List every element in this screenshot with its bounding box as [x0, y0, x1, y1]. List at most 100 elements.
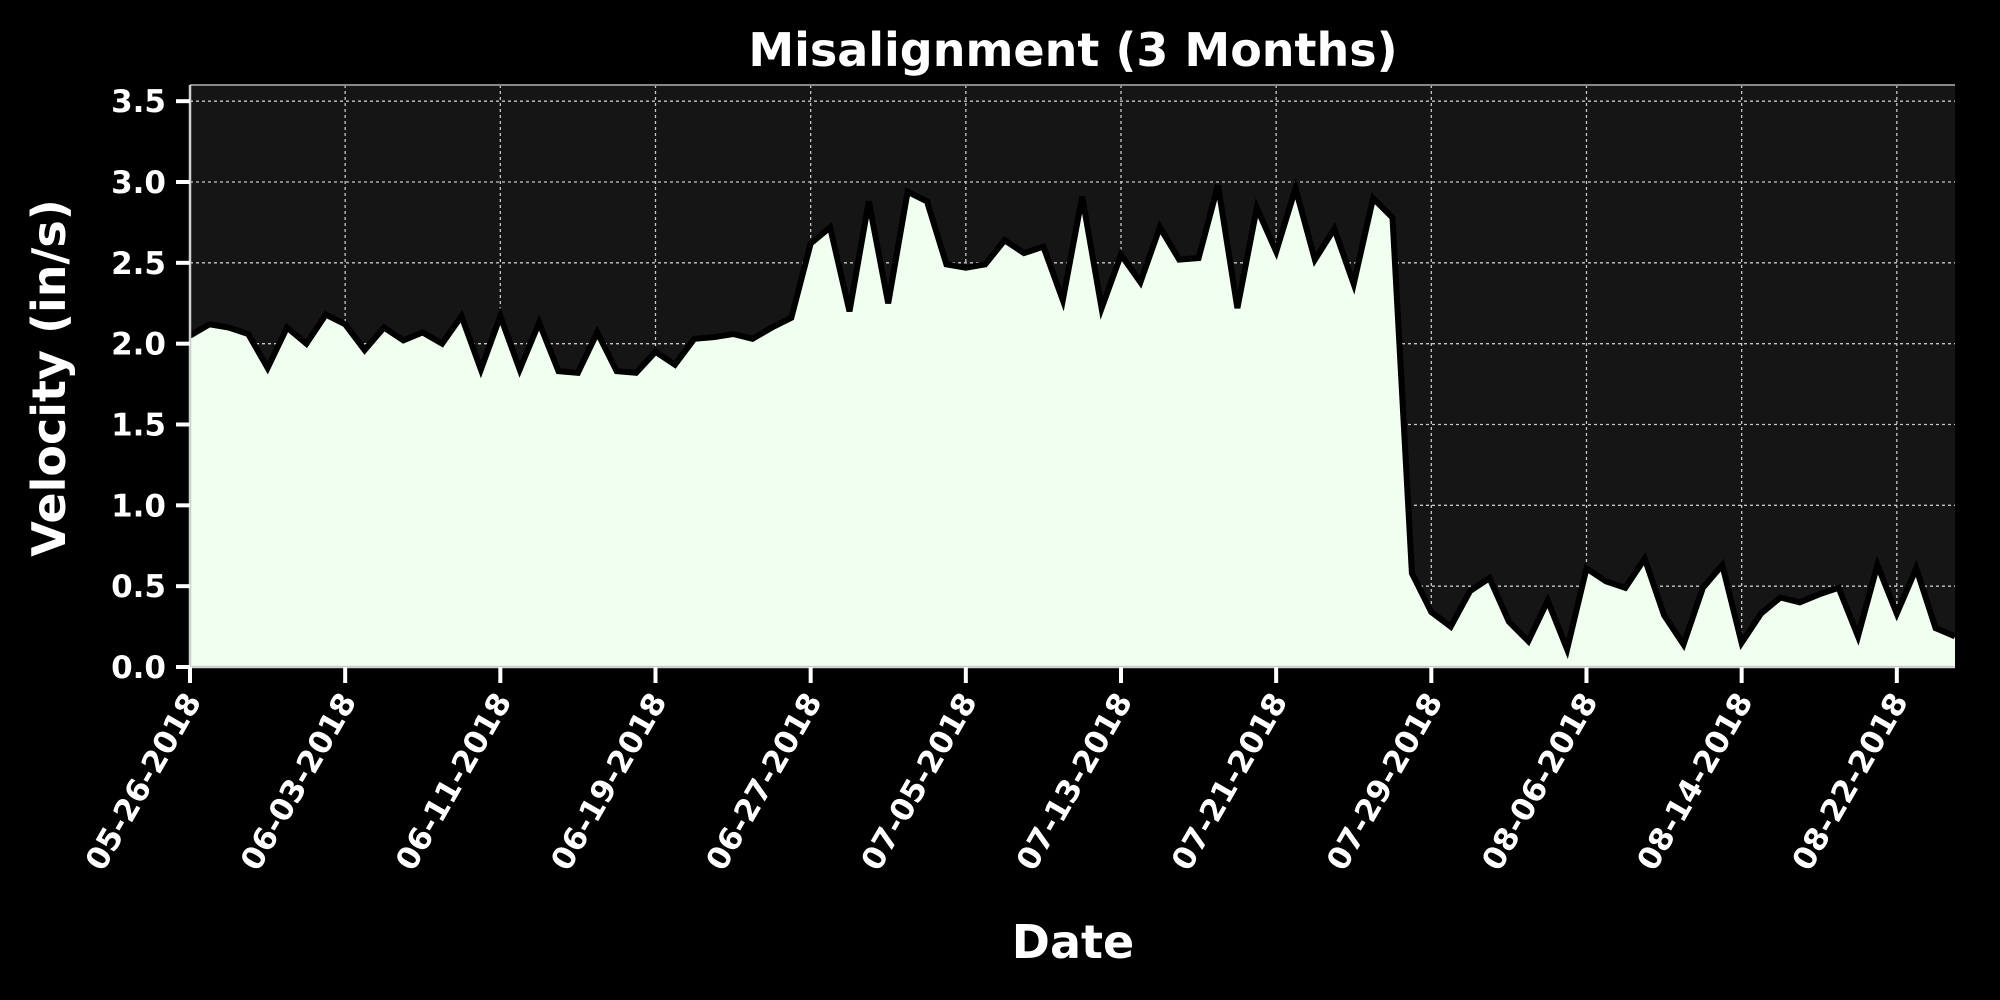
data-point — [1935, 627, 1937, 629]
data-point — [1256, 207, 1258, 209]
data-point — [1139, 281, 1141, 283]
data-point — [364, 349, 366, 351]
data-point — [984, 263, 986, 265]
data-point — [1818, 593, 1820, 595]
data-point — [965, 267, 967, 269]
y-tick-label: 2.5 — [111, 246, 166, 282]
y-tick-label: 0.5 — [111, 569, 166, 605]
data-point — [1217, 184, 1219, 186]
series-line — [188, 177, 1957, 660]
data-point — [577, 372, 579, 374]
data-point — [1392, 217, 1394, 219]
data-point — [1702, 587, 1704, 589]
data-point — [1682, 643, 1684, 645]
data-point — [1527, 640, 1529, 642]
data-point — [1799, 601, 1801, 603]
data-point — [1411, 572, 1413, 574]
y-tick-label: 3.5 — [111, 84, 166, 120]
data-point — [1062, 299, 1064, 301]
data-point — [751, 338, 753, 340]
data-point — [1663, 614, 1665, 616]
data-point — [945, 263, 947, 265]
y-tick-label: 1.5 — [111, 408, 166, 444]
data-point — [732, 333, 734, 335]
data-point — [1042, 246, 1044, 248]
data-point — [1508, 621, 1510, 623]
data-point — [1314, 259, 1316, 261]
data-point — [1547, 600, 1549, 602]
data-point — [499, 315, 501, 317]
data-point — [461, 315, 463, 317]
data-point — [519, 369, 521, 371]
data-point — [538, 322, 540, 324]
data-point — [228, 327, 230, 328]
data-point — [1896, 613, 1898, 615]
data-point — [1178, 259, 1180, 261]
data-point — [829, 226, 831, 228]
data-point — [441, 343, 443, 345]
data-point — [422, 331, 424, 333]
data-point — [402, 339, 404, 341]
data-point — [1741, 642, 1743, 644]
data-point — [1585, 567, 1587, 569]
data-point — [1779, 596, 1781, 598]
data-point — [1876, 564, 1878, 566]
data-point — [1159, 226, 1161, 228]
data-point — [558, 370, 560, 372]
data-point — [247, 333, 249, 335]
data-point — [1605, 580, 1607, 582]
data-point — [344, 323, 346, 325]
data-point — [771, 327, 773, 328]
data-point — [1295, 187, 1297, 189]
y-tick-label: 3.0 — [111, 165, 166, 201]
data-point — [810, 242, 812, 244]
data-point — [596, 331, 598, 333]
data-point — [616, 370, 618, 372]
x-axis-label: Date — [1012, 915, 1134, 969]
data-point — [286, 327, 288, 328]
data-point — [1430, 611, 1432, 613]
data-point — [1004, 239, 1006, 241]
data-point — [654, 351, 656, 353]
data-point — [383, 327, 385, 328]
data-point — [926, 200, 928, 202]
data-point — [790, 317, 792, 319]
data-point — [1838, 587, 1840, 589]
y-tick-label: 0.0 — [111, 650, 166, 686]
data-point — [1644, 558, 1646, 560]
data-point — [305, 343, 307, 345]
data-point — [1760, 613, 1762, 615]
data-point — [693, 338, 695, 340]
data-point — [674, 364, 676, 366]
y-tick-label: 2.0 — [111, 327, 166, 363]
data-point — [267, 367, 269, 369]
chart-title: Misalignment (3 Months) — [748, 23, 1397, 77]
data-point — [1275, 251, 1277, 253]
data-point — [1857, 635, 1859, 637]
y-tick-label: 1.0 — [111, 488, 166, 524]
data-point — [1450, 626, 1452, 628]
data-point — [1469, 590, 1471, 592]
data-point — [480, 369, 482, 371]
data-point — [325, 314, 327, 316]
data-point — [208, 323, 210, 325]
data-point — [1915, 567, 1917, 569]
data-point — [1566, 648, 1568, 650]
data-points — [189, 184, 1956, 650]
y-axis-ticks: 0.0 0.5 1.0 1.5 2.0 2.5 3.0 3.5 — [111, 84, 190, 686]
data-point — [1236, 307, 1238, 309]
data-point — [1120, 254, 1122, 256]
data-point — [1333, 228, 1335, 230]
data-point — [1023, 252, 1025, 254]
data-point — [1081, 196, 1083, 198]
data-point — [887, 302, 889, 304]
data-point — [713, 336, 715, 338]
y-axis-label: Velocity (in/s) — [22, 199, 76, 556]
data-point — [1624, 587, 1626, 589]
data-point — [907, 191, 909, 193]
data-point — [1372, 197, 1374, 199]
data-point — [1954, 635, 1956, 637]
data-point — [635, 372, 637, 374]
data-point — [1198, 257, 1200, 259]
